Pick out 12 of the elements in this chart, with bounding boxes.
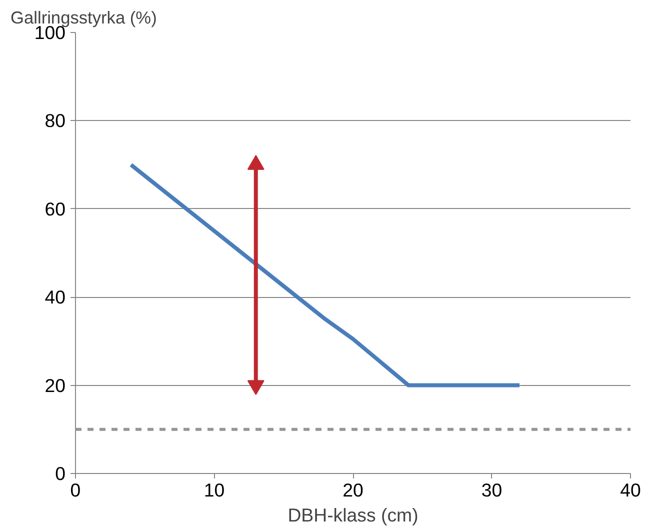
y-tick-label: 80 bbox=[44, 110, 66, 132]
x-tick-label: 0 bbox=[70, 480, 81, 500]
y-tick-label: 60 bbox=[44, 198, 66, 220]
y-tick-label: 0 bbox=[55, 463, 66, 484]
line-series bbox=[129, 162, 522, 388]
x-tick-label: 20 bbox=[342, 480, 364, 500]
y-tick-label: 40 bbox=[44, 286, 66, 308]
y-tick-label: 20 bbox=[44, 374, 66, 396]
x-tick-label: 10 bbox=[204, 480, 225, 500]
x-tick-label: 40 bbox=[620, 480, 641, 500]
x-axis-title: DBH-klass (cm) bbox=[288, 504, 418, 526]
x-tick-label: 30 bbox=[481, 480, 502, 500]
